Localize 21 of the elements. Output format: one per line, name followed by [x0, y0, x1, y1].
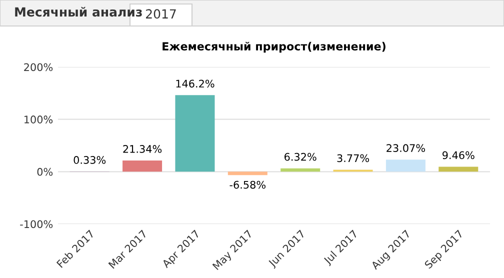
data-label: 6.32%: [284, 152, 316, 161]
y-tick-label: 100%: [24, 116, 53, 124]
bar: [175, 95, 215, 172]
bar: [280, 168, 320, 172]
y-tick-label: 200%: [24, 63, 53, 72]
data-label: 0.33%: [74, 156, 106, 164]
bar: [438, 166, 478, 172]
text: Месячный анализ: [15, 6, 142, 17]
y-tick-label: 0%: [37, 168, 53, 176]
bar: [386, 160, 426, 172]
bar: [122, 160, 162, 172]
text: 2017: [146, 9, 176, 19]
data-label: 146.2%: [176, 80, 214, 88]
data-label: 23.07%: [386, 144, 425, 152]
y-tick-label: -100%: [20, 220, 53, 228]
data-label: 3.77%: [337, 154, 369, 162]
data-label: 9.46%: [442, 151, 474, 160]
chart-title: Ежемесячный прирост(изменение): [162, 42, 386, 53]
bar: [228, 172, 268, 176]
data-label: -6.58%: [230, 180, 266, 189]
data-label: 21.34%: [123, 145, 162, 153]
